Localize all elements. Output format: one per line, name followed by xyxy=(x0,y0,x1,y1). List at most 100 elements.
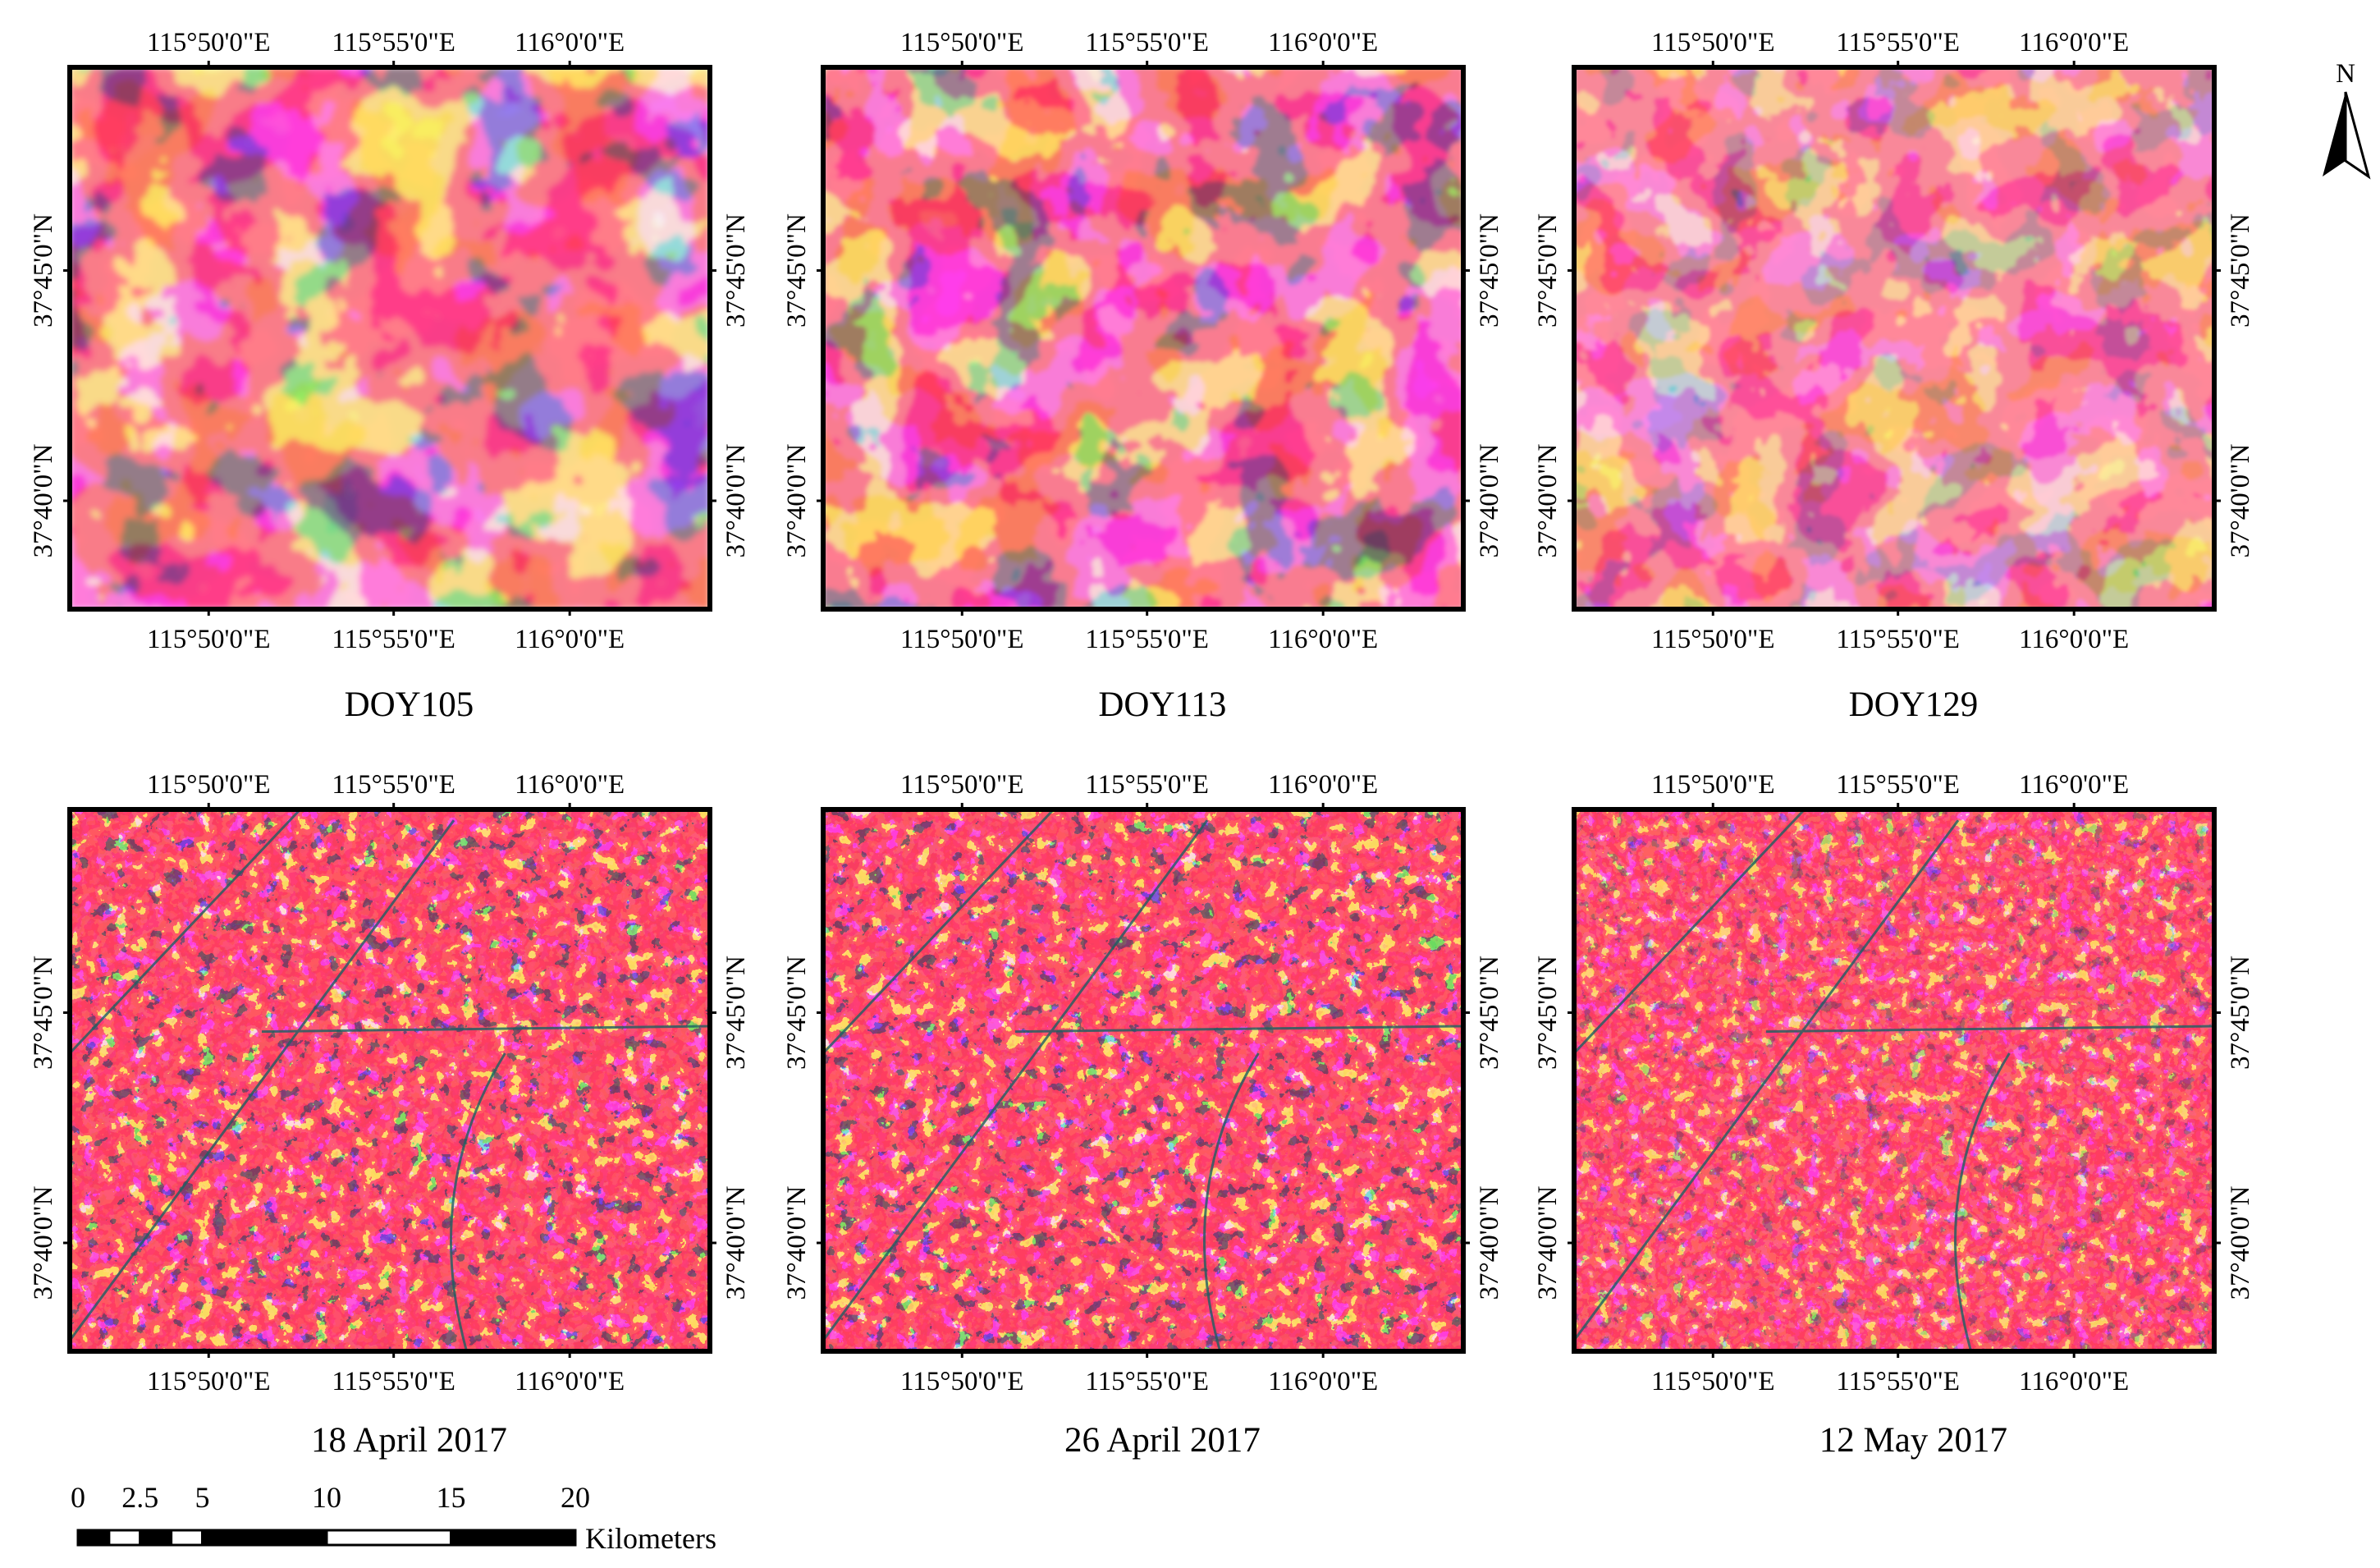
panel-caption: 18 April 2017 xyxy=(311,1421,507,1460)
latitude-label: 37°40'0"N xyxy=(782,443,812,557)
scale-bar-unit: Kilometers xyxy=(585,1522,716,1555)
latitude-label: 37°45'0"N xyxy=(2226,213,2255,328)
longitude-label: 115°50'0"E xyxy=(147,770,271,800)
false-color-image xyxy=(1574,809,2214,1351)
longitude-label: 116°0'0"E xyxy=(2019,28,2129,57)
scale-bar-label: 2.5 xyxy=(121,1481,158,1514)
longitude-label: 115°50'0"E xyxy=(147,625,271,654)
road-lines xyxy=(68,808,711,1352)
longitude-label: 115°50'0"E xyxy=(900,28,1024,57)
map-frame xyxy=(821,807,1466,1354)
longitude-label: 116°0'0"E xyxy=(1268,28,1378,57)
longitude-label: 116°0'0"E xyxy=(1268,625,1378,654)
map-frame xyxy=(1572,65,2217,612)
scale-bar-label: 15 xyxy=(437,1481,466,1514)
latitude-label: 37°40'0"N xyxy=(1533,1185,1563,1300)
longitude-label: 115°50'0"E xyxy=(900,770,1024,800)
latitude-label: 37°45'0"N xyxy=(2226,956,2255,1070)
false-color-image xyxy=(70,67,710,609)
scale-bar-label: 5 xyxy=(195,1481,210,1514)
latitude-label: 37°45'0"N xyxy=(1533,213,1563,328)
scale-bar-segment xyxy=(450,1529,577,1547)
latitude-label: 37°45'0"N xyxy=(29,956,58,1070)
longitude-label: 115°50'0"E xyxy=(900,625,1024,654)
scale-bar-segment xyxy=(201,1529,328,1547)
longitude-label: 116°0'0"E xyxy=(2019,1367,2129,1396)
longitude-label: 115°50'0"E xyxy=(1651,28,1775,57)
latitude-label: 37°45'0"N xyxy=(29,213,58,328)
longitude-label: 115°50'0"E xyxy=(147,1367,271,1396)
longitude-label: 115°50'0"E xyxy=(147,28,271,57)
longitude-label: 116°0'0"E xyxy=(515,28,625,57)
latitude-label: 37°45'0"N xyxy=(1475,213,1504,328)
latitude-label: 37°45'0"N xyxy=(1533,956,1563,1070)
latitude-label: 37°40'0"N xyxy=(2226,443,2255,557)
longitude-label: 115°50'0"E xyxy=(1651,625,1775,654)
scale-bar-label: 20 xyxy=(561,1481,590,1514)
false-color-image xyxy=(823,67,1463,609)
longitude-label: 115°55'0"E xyxy=(332,28,455,57)
map-panel: 115°50'0"E 115°50'0"E 115°55'0"E 115°55'0"E… xyxy=(782,28,1504,724)
panel-caption: 12 May 2017 xyxy=(1819,1421,2007,1460)
longitude-label: 115°50'0"E xyxy=(1651,1367,1775,1396)
longitude-label: 115°55'0"E xyxy=(1836,770,1960,800)
panel-caption: DOY105 xyxy=(345,685,474,724)
longitude-label: 115°55'0"E xyxy=(1836,28,1960,57)
scale-bar-segment xyxy=(108,1529,142,1547)
latitude-label: 37°40'0"N xyxy=(782,1185,812,1300)
longitude-label: 116°0'0"E xyxy=(1268,770,1378,800)
longitude-label: 116°0'0"E xyxy=(515,1367,625,1396)
latitude-label: 37°45'0"N xyxy=(782,956,812,1070)
map-frame xyxy=(821,65,1466,612)
latitude-label: 37°40'0"N xyxy=(1475,443,1504,557)
longitude-label: 116°0'0"E xyxy=(515,625,625,654)
map-panel: 115°50'0"E 115°50'0"E 115°55'0"E 115°55'0"E… xyxy=(1533,28,2255,724)
latitude-label: 37°40'0"N xyxy=(1475,1185,1504,1300)
map-panels: 115°50'0"E 115°50'0"E 115°55'0"E 115°55'0"E… xyxy=(29,28,2255,1460)
latitude-label: 37°40'0"N xyxy=(2226,1185,2255,1300)
panel-caption: 26 April 2017 xyxy=(1064,1421,1261,1460)
longitude-label: 115°50'0"E xyxy=(900,1367,1024,1396)
longitude-label: 116°0'0"E xyxy=(1268,1367,1378,1396)
north-arrow-icon xyxy=(2323,91,2371,180)
latitude-label: 37°40'0"N xyxy=(29,443,58,557)
latitude-label: 37°40'0"N xyxy=(29,1185,58,1300)
longitude-label: 115°55'0"E xyxy=(1836,1367,1960,1396)
map-frame xyxy=(67,807,712,1354)
latitude-label: 37°40'0"N xyxy=(1533,443,1563,557)
scale-bar-segment xyxy=(76,1529,111,1547)
map-panel: 115°50'0"E 115°50'0"E 115°55'0"E 115°55'0"E… xyxy=(1533,770,2255,1460)
longitude-label: 115°50'0"E xyxy=(1651,770,1775,800)
scale-bar-segment xyxy=(139,1529,173,1547)
longitude-label: 116°0'0"E xyxy=(2019,625,2129,654)
longitude-label: 115°55'0"E xyxy=(1085,770,1209,800)
scale-bar-segment xyxy=(325,1529,452,1547)
latitude-label: 37°40'0"N xyxy=(721,443,751,557)
road-lines xyxy=(822,808,1464,1352)
false-color-image xyxy=(823,809,1463,1351)
longitude-label: 115°55'0"E xyxy=(1085,1367,1209,1396)
longitude-label: 115°55'0"E xyxy=(1836,625,1960,654)
map-panel: 115°50'0"E 115°50'0"E 115°55'0"E 115°55'0"E… xyxy=(29,770,751,1460)
latitude-label: 37°40'0"N xyxy=(721,1185,751,1300)
longitude-label: 115°55'0"E xyxy=(332,770,455,800)
map-panel: 115°50'0"E 115°50'0"E 115°55'0"E 115°55'0"E… xyxy=(29,28,751,724)
map-frame xyxy=(67,65,712,612)
latitude-label: 37°45'0"N xyxy=(1475,956,1504,1070)
longitude-label: 115°55'0"E xyxy=(1085,625,1209,654)
north-label: N xyxy=(2336,59,2355,89)
scale-bar-label: 0 xyxy=(71,1481,85,1514)
road-lines xyxy=(1572,808,2215,1352)
false-color-image xyxy=(1574,67,2214,609)
longitude-label: 115°55'0"E xyxy=(1085,28,1209,57)
scale-bar-segment xyxy=(170,1529,204,1547)
north-arrow: N xyxy=(2323,59,2371,180)
panel-caption: DOY129 xyxy=(1849,685,1979,724)
longitude-label: 116°0'0"E xyxy=(515,770,625,800)
false-color-image xyxy=(70,809,710,1351)
map-panel: 115°50'0"E 115°50'0"E 115°55'0"E 115°55'0"E… xyxy=(782,770,1504,1460)
longitude-label: 116°0'0"E xyxy=(2019,770,2129,800)
latitude-label: 37°45'0"N xyxy=(782,213,812,328)
longitude-label: 115°55'0"E xyxy=(332,625,455,654)
